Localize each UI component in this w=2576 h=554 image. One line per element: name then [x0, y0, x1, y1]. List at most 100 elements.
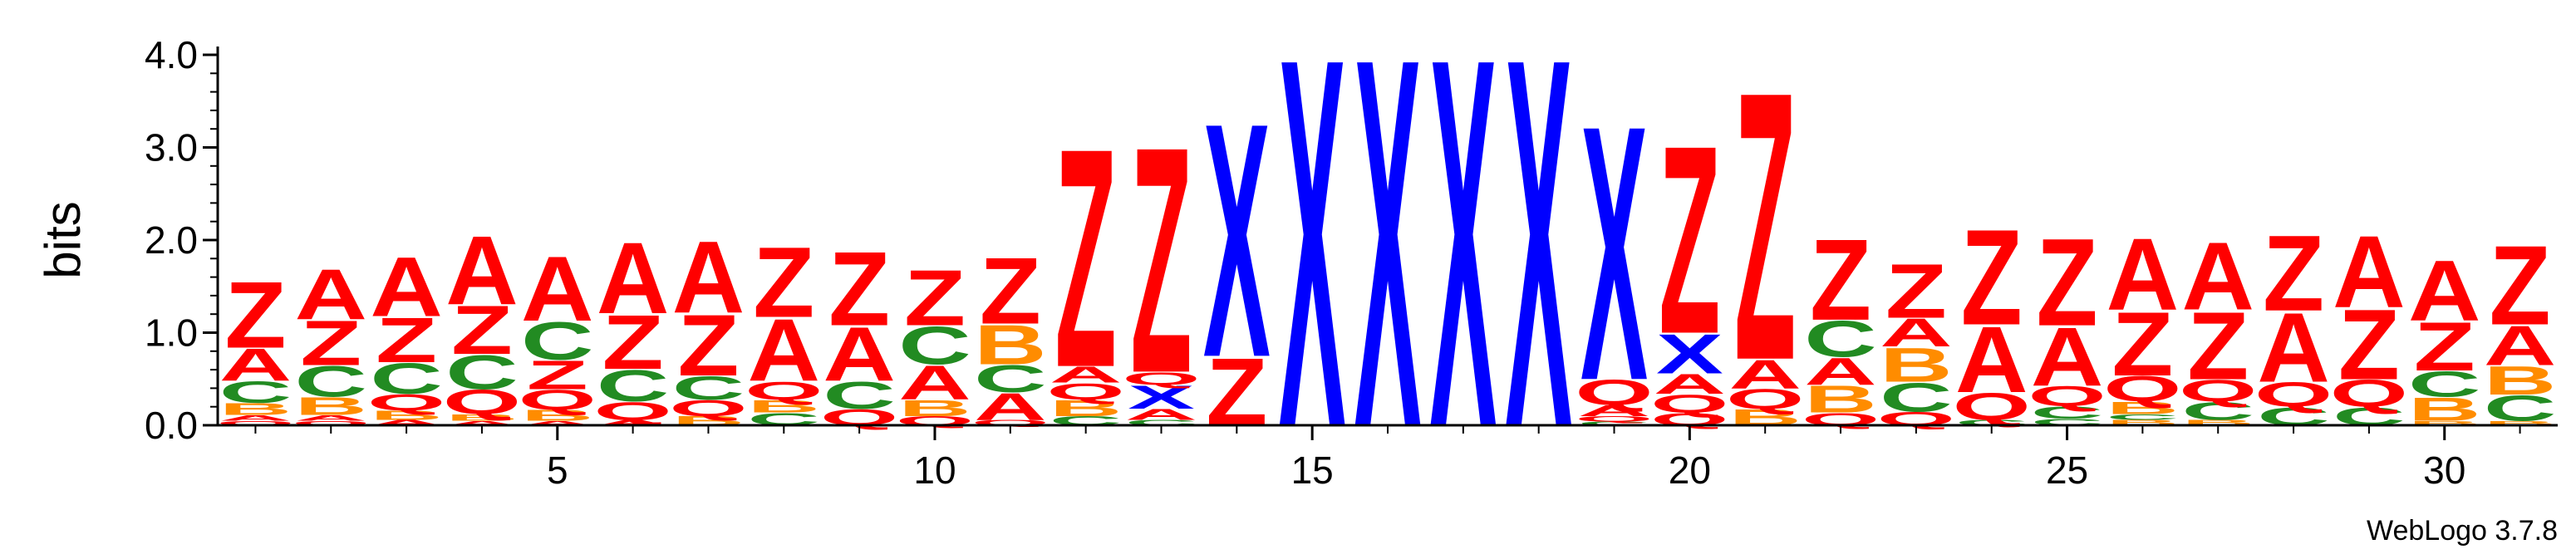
logo-letter-a: A	[370, 239, 442, 334]
logo-letter-b: B	[898, 395, 971, 420]
logo-letter-b: B	[295, 392, 367, 421]
logo-letter-b: B	[1804, 378, 1876, 421]
logo-letter-b: B	[521, 407, 593, 424]
logo-letter-c: C	[1804, 311, 1876, 368]
logo-letter-q: Q	[2028, 380, 2106, 412]
logo-letter-q: Q	[292, 419, 370, 427]
logo-letter-c: C	[1880, 374, 1952, 420]
y-tick-label: 0.0	[145, 404, 198, 447]
logo-letter-x: X	[1203, 54, 1271, 428]
logo-letter-a: A	[2408, 243, 2480, 339]
logo-letter-a: A	[1578, 402, 1650, 419]
logo-letter-q: Q	[2103, 369, 2181, 409]
x-tick-label: 10	[913, 449, 956, 492]
logo-letter-a: A	[974, 385, 1046, 429]
logo-letter-q: Q	[367, 390, 445, 415]
logo-letter-c: C	[2031, 403, 2103, 423]
logo-letter-c: C	[370, 354, 442, 403]
logo-letter-a: A	[2484, 314, 2556, 377]
logo-letter-q: Q	[669, 395, 747, 420]
logo-letter-c: C	[1578, 420, 1650, 426]
logo-letter-q: Q	[1726, 383, 1804, 414]
logo-letter-a: A	[2257, 292, 2329, 403]
logo-letter-b: B	[2107, 419, 2179, 427]
logo-letter-q: Q	[2179, 373, 2257, 407]
logo-letter-b: B	[2181, 419, 2254, 427]
logo-letter-a: A	[1050, 361, 1122, 387]
logo-letter-c: C	[823, 374, 895, 417]
logo-letter-a: A	[2107, 216, 2179, 331]
logo-letter-z: Z	[300, 306, 361, 379]
logo-letter-a: A	[445, 216, 518, 325]
logo-letter-x: X	[1128, 379, 1195, 416]
logo-letter-z: Z	[2187, 292, 2249, 400]
logo-letter-z: Z	[2490, 223, 2551, 349]
logo-letter-q: Q	[2254, 375, 2333, 414]
logo-letter-z: Z	[980, 237, 1041, 343]
logo-letter-c: C	[974, 357, 1046, 400]
logo-letter-a: A	[672, 219, 745, 335]
logo-letter-q: Q	[1575, 414, 1653, 423]
logo-letter-z: Z	[2414, 308, 2475, 385]
logo-letter-z: Z	[1810, 215, 1871, 345]
logo-letter-a: A	[521, 419, 593, 427]
logo-letter-b: B	[2484, 357, 2556, 404]
logo-letter-c: C	[1955, 419, 2028, 427]
logo-letter-q: Q	[1650, 389, 1728, 418]
logo-letter-a: A	[597, 222, 669, 336]
logo-letter-z: Z	[2338, 288, 2400, 400]
logo-letter-a: A	[1654, 368, 1726, 400]
logo-letter-z: Z	[828, 231, 890, 348]
x-tick-label: 30	[2423, 449, 2465, 492]
logo-letter-b: B	[370, 408, 442, 422]
logo-letter-b: B	[1050, 395, 1122, 420]
logo-letter-b: B	[974, 313, 1046, 376]
x-tick-label: 20	[1669, 449, 1711, 492]
x-tick-label: 25	[2046, 449, 2088, 492]
logo-letter-x: X	[1429, 0, 1497, 537]
x-tick-label: 15	[1291, 449, 1334, 492]
logo-letter-a: A	[219, 339, 292, 390]
logo-letter-a: A	[521, 237, 593, 341]
logo-letter-z: Z	[1961, 200, 2023, 353]
logo-letter-z: Z	[2037, 212, 2098, 351]
logo-letter-z: Z	[1734, 13, 1796, 440]
logo-plot-area: QABCAZQABCZAABQCZAABQCZAABQZCAAQCZABQCZA…	[216, 0, 2556, 537]
logo-letter-a: A	[295, 414, 367, 422]
logo-letter-z: Z	[904, 253, 966, 342]
logo-letter-x: X	[1279, 0, 1346, 537]
logo-letter-z: Z	[224, 261, 286, 367]
logo-letter-c: C	[672, 370, 745, 407]
weblogo-credit: WebLogo 3.7.8	[2367, 515, 2558, 547]
logo-letter-q: Q	[1047, 378, 1125, 404]
x-axis-ticks: 5 10 15 20 25 30	[254, 425, 2521, 492]
logo-letter-z: Z	[527, 352, 588, 399]
logo-letter-c: C	[295, 357, 367, 406]
logo-letter-b: B	[2408, 419, 2480, 427]
logo-letter-b: B	[2408, 390, 2480, 428]
logo-letter-q: Q	[443, 383, 521, 422]
logo-letter-a: A	[2181, 223, 2254, 331]
logo-letter-z: Z	[1130, 80, 1192, 441]
logo-letter-a: A	[295, 254, 367, 334]
logo-letter-c: C	[521, 311, 593, 371]
logo-letter-a: A	[1880, 311, 1952, 355]
logo-letter-z: Z	[1659, 90, 1720, 390]
axes: 0.0 1.0 2.0 3.0 4.0 5 10 15 20 25 30	[145, 33, 2558, 492]
logo-letter-a: A	[1955, 307, 2028, 412]
logo-letter-x: X	[1354, 0, 1422, 537]
logo-letter-z: Z	[602, 299, 664, 385]
logo-letter-c: C	[2107, 413, 2179, 421]
logo-letter-x: X	[1505, 0, 1572, 537]
logo-letter-z: Z	[451, 292, 513, 369]
logo-letter-c: C	[445, 346, 518, 400]
logo-letter-c: C	[2181, 396, 2254, 425]
logo-letter-q: Q	[216, 419, 294, 427]
y-tick-label: 4.0	[145, 33, 198, 76]
logo-letter-b: B	[2107, 398, 2179, 418]
logo-letter-c: C	[1125, 419, 1197, 427]
logo-letter-b: B	[1880, 338, 1952, 393]
logo-letter-b: B	[219, 400, 292, 419]
logo-letter-q: Q	[745, 376, 823, 405]
logo-letter-b: B	[748, 396, 820, 416]
